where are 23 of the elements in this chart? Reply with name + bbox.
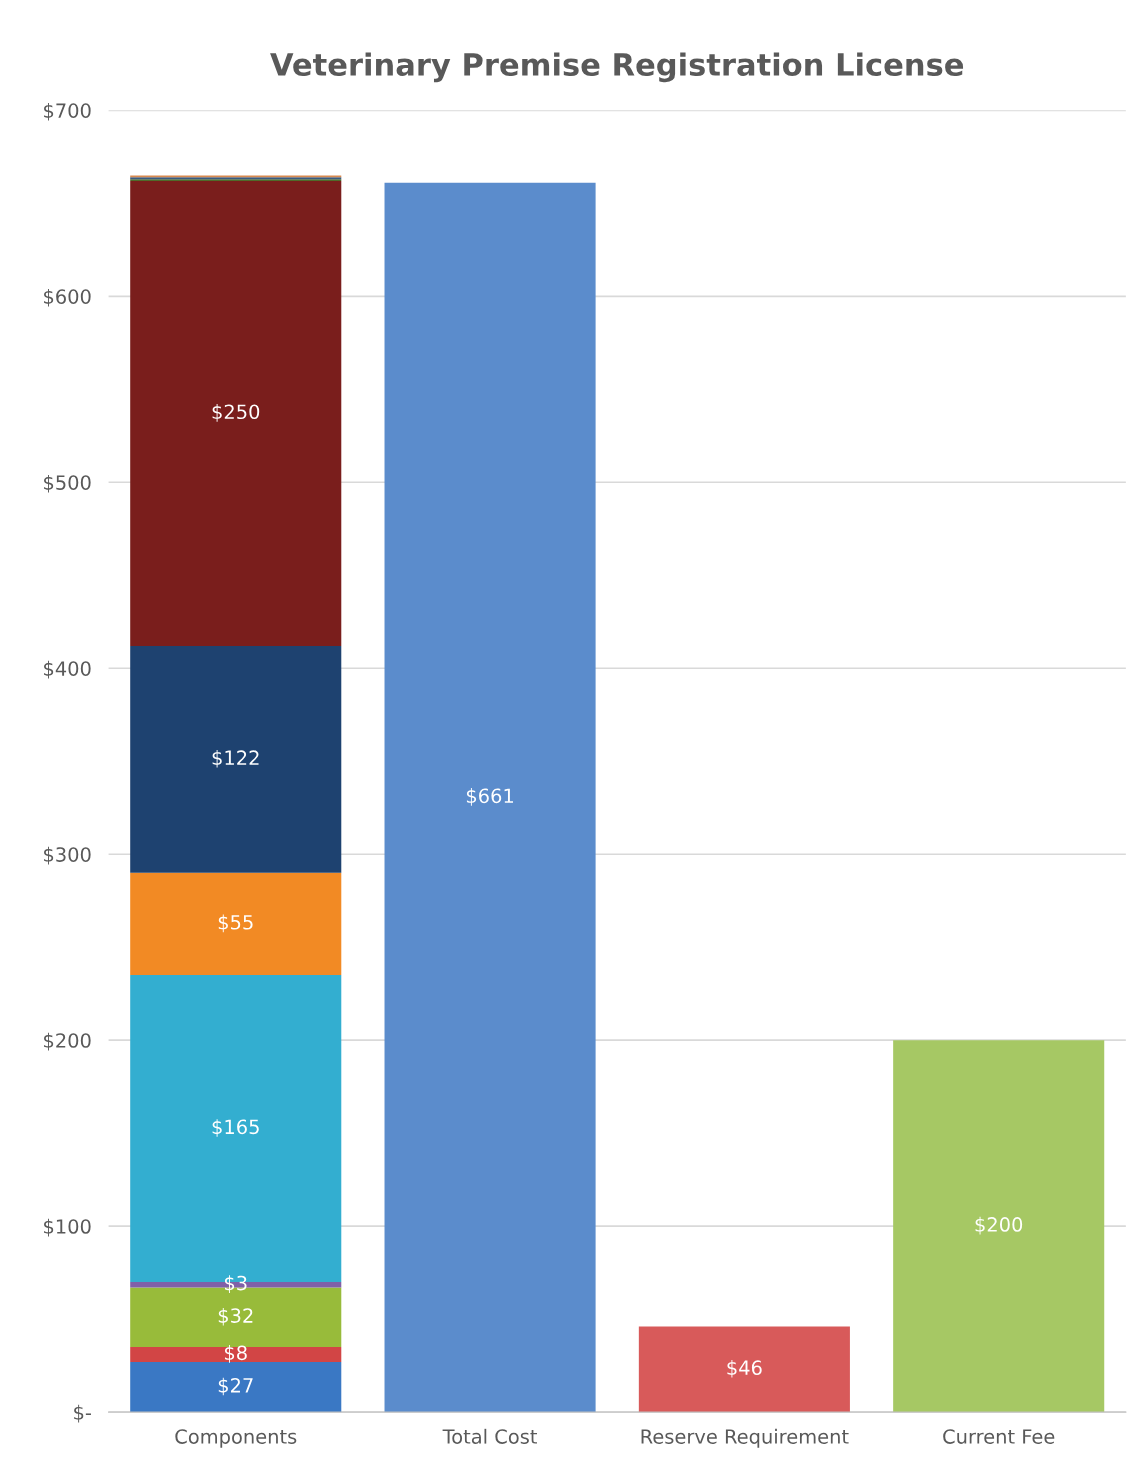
data-label: $32	[218, 1307, 253, 1326]
chart-title: Veterinary Premise Registration License	[270, 52, 964, 83]
x-tick-label: Reserve Requirement	[641, 1428, 849, 1448]
y-tick-label: $500	[44, 474, 91, 493]
x-tick-label: Total Cost	[442, 1428, 538, 1444]
y-tick-label: $400	[44, 660, 91, 679]
data-label: $661	[466, 788, 514, 806]
data-label: $8	[224, 1345, 247, 1363]
data-label: $55	[218, 914, 253, 933]
x-tick-label: Current Fee	[943, 1429, 1055, 1444]
data-label: $165	[212, 1119, 259, 1137]
y-tick-label: $100	[44, 1218, 91, 1237]
y-tick-label: $200	[44, 1032, 91, 1051]
data-label: $200	[975, 1216, 1023, 1235]
x-tick-label: Components	[175, 1429, 297, 1448]
y-tick-label: $-	[74, 1404, 91, 1423]
data-label: $27	[218, 1377, 253, 1396]
y-tick-label: $600	[44, 288, 91, 307]
y-tick-label: $700	[44, 102, 91, 121]
y-tick-label: $300	[44, 846, 91, 865]
data-label: $46	[727, 1359, 762, 1378]
data-label: $250	[212, 404, 260, 422]
data-label: $122	[212, 749, 259, 768]
